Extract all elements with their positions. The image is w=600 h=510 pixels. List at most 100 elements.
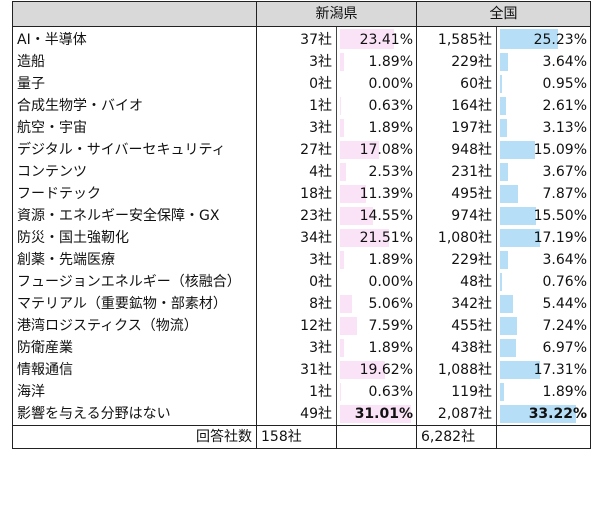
national-percent: 3.13% — [496, 117, 591, 139]
national-percent: 2.61% — [496, 95, 591, 117]
national-count: 1,585社 — [416, 26, 497, 51]
niigata-data-bar — [340, 207, 374, 225]
table-row: デジタル・サイバーセキュリティ 27社 17.08% 948社 15.09% — [12, 139, 591, 161]
niigata-percent: 17.08% — [336, 139, 417, 161]
national-data-bar — [500, 163, 509, 181]
row-label: 影響を与える分野はない — [12, 403, 257, 426]
niigata-percent: 11.39% — [336, 183, 417, 205]
table-row: 防衛産業 3社 1.89% 438社 6.97% — [12, 337, 591, 359]
row-label: 量子 — [12, 73, 257, 95]
table-row: AI・半導体 37社 23.41% 1,585社 25.23% — [12, 26, 591, 51]
national-data-bar — [500, 141, 535, 159]
niigata-data-bar — [340, 251, 345, 269]
niigata-percent: 23.41% — [336, 26, 417, 51]
niigata-percent: 31.01% — [336, 403, 417, 426]
table-row: 影響を与える分野はない 49社 31.01% 2,087社 33.22% — [12, 403, 591, 426]
national-data-bar — [500, 383, 505, 401]
national-count: 342社 — [416, 293, 497, 315]
row-label: マテリアル（重要鉱物・部素材） — [12, 293, 257, 315]
row-label: コンテンツ — [12, 161, 257, 183]
national-data-bar — [500, 207, 536, 225]
niigata-data-bar — [340, 361, 386, 379]
row-label: デジタル・サイバーセキュリティ — [12, 139, 257, 161]
niigata-count: 3社 — [256, 337, 337, 359]
national-data-bar — [500, 53, 509, 71]
national-data-bar — [500, 339, 517, 357]
niigata-data-bar — [340, 163, 346, 181]
header-niigata: 新潟県 — [256, 1, 417, 27]
national-count: 455社 — [416, 315, 497, 337]
national-count: 2,087社 — [416, 403, 497, 426]
row-label: フードテック — [12, 183, 257, 205]
niigata-count: 0社 — [256, 73, 337, 95]
table-row: 港湾ロジスティクス（物流） 12社 7.59% 455社 7.24% — [12, 315, 591, 337]
national-count: 1,088社 — [416, 359, 497, 381]
niigata-data-bar — [340, 295, 352, 313]
national-percent: 7.87% — [496, 183, 591, 205]
table-row: 情報通信 31社 19.62% 1,088社 17.31% — [12, 359, 591, 381]
national-data-bar — [500, 295, 513, 313]
row-label: 創薬・先端医療 — [12, 249, 257, 271]
national-count: 1,080社 — [416, 227, 497, 249]
table-row: 海洋 1社 0.63% 119社 1.89% — [12, 381, 591, 403]
niigata-percent: 5.06% — [336, 293, 417, 315]
niigata-percent: 0.00% — [336, 271, 417, 293]
row-label: 防衛産業 — [12, 337, 257, 359]
niigata-data-bar — [340, 141, 380, 159]
national-data-bar — [500, 119, 508, 137]
national-percent: 15.50% — [496, 205, 591, 227]
niigata-data-bar — [340, 29, 394, 49]
national-percent: 15.09% — [496, 139, 591, 161]
niigata-percent: 1.89% — [336, 249, 417, 271]
table-row: 創薬・先端医療 3社 1.89% 229社 3.64% — [12, 249, 591, 271]
national-data-bar — [500, 361, 540, 379]
table-row: 合成生物学・バイオ 1社 0.63% 164社 2.61% — [12, 95, 591, 117]
national-count: 231社 — [416, 161, 497, 183]
row-label: 合成生物学・バイオ — [12, 95, 257, 117]
niigata-data-bar — [340, 339, 345, 357]
niigata-count: 3社 — [256, 51, 337, 73]
row-label: 海洋 — [12, 381, 257, 403]
national-data-bar — [500, 273, 502, 291]
national-percent: 17.19% — [496, 227, 591, 249]
national-count: 948社 — [416, 139, 497, 161]
table-row: フュージョンエネルギー（核融合） 0社 0.00% 48社 0.76% — [12, 271, 591, 293]
national-data-bar — [500, 75, 503, 93]
header-national: 全国 — [416, 1, 591, 27]
niigata-count: 18社 — [256, 183, 337, 205]
niigata-percent: 14.55% — [336, 205, 417, 227]
national-count: 48社 — [416, 271, 497, 293]
row-label: 資源・エネルギー安全保障・GX — [12, 205, 257, 227]
niigata-count: 1社 — [256, 381, 337, 403]
national-percent: 33.22% — [496, 403, 591, 426]
national-data-bar — [500, 229, 540, 247]
niigata-count: 3社 — [256, 117, 337, 139]
national-percent: 5.44% — [496, 293, 591, 315]
national-data-bar — [500, 251, 509, 269]
niigata-percent: 7.59% — [336, 315, 417, 337]
niigata-percent: 1.89% — [336, 337, 417, 359]
national-data-bar — [500, 405, 577, 423]
row-label: 港湾ロジスティクス（物流） — [12, 315, 257, 337]
national-count: 229社 — [416, 249, 497, 271]
niigata-percent: 0.63% — [336, 95, 417, 117]
national-data-bar — [500, 97, 506, 115]
national-count: 495社 — [416, 183, 497, 205]
niigata-data-bar — [340, 405, 412, 423]
national-data-bar — [500, 185, 519, 203]
national-percent: 6.97% — [496, 337, 591, 359]
national-count: 164社 — [416, 95, 497, 117]
niigata-count: 8社 — [256, 293, 337, 315]
national-percent: 7.24% — [496, 315, 591, 337]
niigata-percent: 21.51% — [336, 227, 417, 249]
niigata-data-bar — [340, 185, 367, 203]
niigata-count: 37社 — [256, 26, 337, 51]
row-label: AI・半導体 — [12, 26, 257, 51]
row-label: 防災・国土強靭化 — [12, 227, 257, 249]
niigata-data-bar — [340, 383, 342, 401]
table-row: コンテンツ 4社 2.53% 231社 3.67% — [12, 161, 591, 183]
niigata-data-bar — [340, 229, 390, 247]
table-row: 造船 3社 1.89% 229社 3.64% — [12, 51, 591, 73]
niigata-percent: 2.53% — [336, 161, 417, 183]
table-row: フードテック 18社 11.39% 495社 7.87% — [12, 183, 591, 205]
